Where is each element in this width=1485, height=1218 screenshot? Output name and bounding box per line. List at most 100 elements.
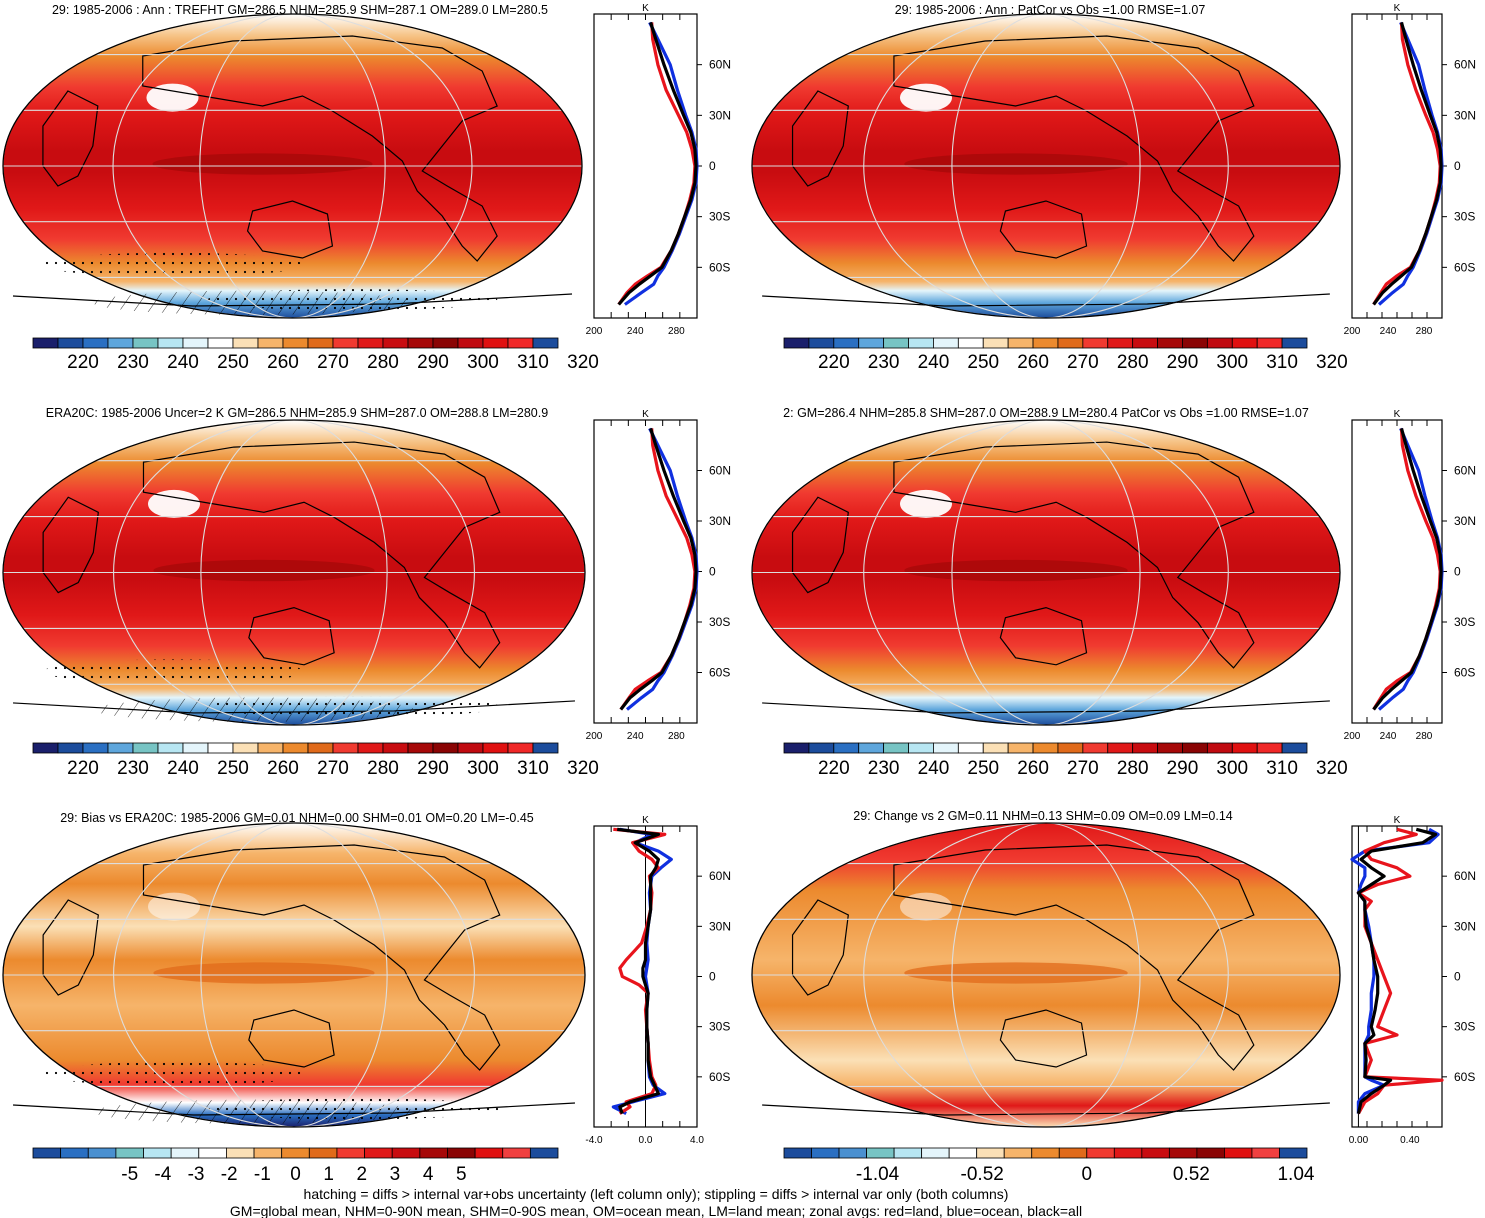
zonal-lat-label: 60S — [709, 260, 730, 274]
colorbar-swatch — [182, 742, 209, 754]
zonal-series-land — [1356, 827, 1444, 1115]
footnote-line-2: GM=global mean, NHM=0-90N mean, SHM=0-90… — [230, 1203, 1082, 1218]
colorbar-swatch — [1113, 1147, 1143, 1159]
colorbar-swatch — [1168, 1147, 1198, 1159]
coastline — [142, 441, 501, 669]
colorbar-swatch — [783, 1147, 812, 1159]
coastline — [762, 293, 1330, 307]
colorbar-swatch — [532, 337, 559, 349]
colorbar-swatch — [883, 337, 909, 349]
zonal-x-label: 280 — [668, 731, 685, 742]
zonal-mean-plot: K 60N 30N 0 30S 60S 200 240 280 — [586, 3, 731, 337]
colorbar-swatch — [382, 742, 409, 754]
colorbar-swatch — [432, 742, 459, 754]
colorbar-tick-label: 260 — [267, 758, 299, 779]
coastline — [762, 1102, 1330, 1116]
colorbar-swatch — [1256, 337, 1283, 349]
zonal-lat-label: 60S — [709, 666, 730, 680]
map-tropical-feature — [152, 153, 373, 175]
colorbar-swatch — [858, 742, 885, 754]
zonal-series-land — [617, 22, 697, 306]
colorbar-tick-label: -4 — [154, 1164, 171, 1185]
colorbar-swatch — [132, 337, 159, 349]
zonal-x-label: 0.0 — [639, 1135, 653, 1146]
zonal-lat-label: 60S — [709, 1070, 730, 1084]
zonal-lat-label: 60N — [1454, 464, 1476, 478]
colorbar-tick-label: 250 — [967, 758, 999, 779]
map-tibet-feature — [146, 83, 199, 112]
colorbar-swatch — [1157, 337, 1183, 349]
colorbar-tick-label: 290 — [417, 352, 449, 373]
coastline — [142, 35, 498, 262]
zonal-mean-plot: K 60N 30N 0 30S 60S -4.0 0.0 4.0 — [585, 815, 731, 1146]
zonal-series-land — [1372, 22, 1442, 306]
colorbar-swatch — [1132, 742, 1158, 754]
map-tropical-feature — [904, 153, 1128, 175]
coastline — [791, 496, 849, 594]
zonal-mean-plot: K 60N 30N 0 30S 60S 0.00 0.40 — [1349, 815, 1476, 1146]
zonal-x-label: 200 — [1344, 326, 1361, 337]
zonal-unit-label: K — [1394, 815, 1401, 826]
colorbar-tick-label: 240 — [167, 352, 199, 373]
zonal-x-label: 200 — [1344, 731, 1361, 742]
zonal-x-label: 240 — [627, 731, 644, 742]
map-tibet-feature — [148, 489, 200, 518]
colorbar-tick-label: 310 — [1266, 352, 1298, 373]
colorbar-swatch — [357, 742, 384, 754]
colorbar-swatch — [232, 742, 259, 754]
colorbar-swatch — [982, 337, 1009, 349]
colorbar-swatch — [282, 742, 309, 754]
colorbar-swatch — [257, 742, 284, 754]
panels: 220 230 240 250 260 270 280 290 300 310 320K60N30N… — [2, 3, 1476, 1185]
colorbar-tick-label: 220 — [818, 352, 850, 373]
colorbar-swatch — [1231, 742, 1258, 754]
colorbar-swatch — [783, 337, 810, 349]
colorbar-swatch — [1279, 1147, 1308, 1159]
zonal-lat-label: 30S — [709, 210, 730, 224]
colorbar-swatch — [132, 742, 159, 754]
colorbar-swatch — [82, 337, 109, 349]
zonal-lat-label: 0 — [1454, 565, 1461, 579]
panel-top-left: 220 230 240 250 260 270 280 290 300 310 320 K 60N 30N… — [2, 3, 731, 373]
coastline — [248, 606, 335, 666]
map-tibet-feature — [900, 892, 952, 921]
colorbar-tick-label: -1 — [254, 1164, 271, 1185]
coastline — [248, 1009, 335, 1068]
zonal-lat-label: 30N — [709, 514, 731, 528]
colorbar-swatch — [507, 742, 534, 754]
zonal-lat-label: 0 — [709, 565, 716, 579]
map-tibet-feature — [900, 83, 952, 112]
zonal-lat-label: 60S — [1454, 1070, 1475, 1084]
zonal-series-all — [1356, 827, 1438, 1114]
zonal-series-land — [619, 428, 697, 711]
zonal-lat-label: 30S — [709, 1020, 730, 1034]
panel-title: 29: Change vs 2 GM=0.11 NHM=0.13 SHM=0.0… — [853, 809, 1233, 823]
colorbar-swatch — [32, 1147, 62, 1159]
colorbar-swatch — [811, 1147, 840, 1159]
colorbar-swatch — [207, 337, 234, 349]
zonal-lat-label: 60N — [709, 58, 731, 72]
colorbar-swatch — [382, 337, 409, 349]
colorbar-swatch — [32, 742, 59, 754]
colorbar-swatch — [833, 337, 860, 349]
colorbar-swatch — [982, 742, 1009, 754]
colorbar-tick-label: 310 — [517, 352, 549, 373]
colorbar-swatch — [933, 742, 959, 754]
colorbar-swatch — [407, 742, 434, 754]
colorbar-tick-label: 290 — [1167, 758, 1199, 779]
panel-title: ERA20C: 1985-2006 Uncer=2 K GM=286.5 NHM… — [46, 406, 548, 420]
colorbar-swatch — [1007, 337, 1034, 349]
colorbar-swatch — [32, 337, 59, 349]
map-tropical-feature — [904, 962, 1128, 984]
colorbar-tick-label: 2 — [357, 1164, 368, 1185]
zonal-lat-label: 30N — [709, 108, 731, 122]
colorbar-swatch — [908, 742, 934, 754]
colorbar-swatch — [282, 337, 309, 349]
zonal-lat-label: 60N — [1454, 869, 1476, 883]
colorbar-tick-label: -2 — [221, 1164, 238, 1185]
colorbar-tick-label: 270 — [1067, 758, 1099, 779]
colorbar-tick-label: -0.52 — [961, 1164, 1004, 1185]
zonal-lat-label: 30S — [1454, 1020, 1475, 1034]
zonal-x-label: 240 — [627, 326, 644, 337]
colorbar-swatch — [532, 742, 559, 754]
